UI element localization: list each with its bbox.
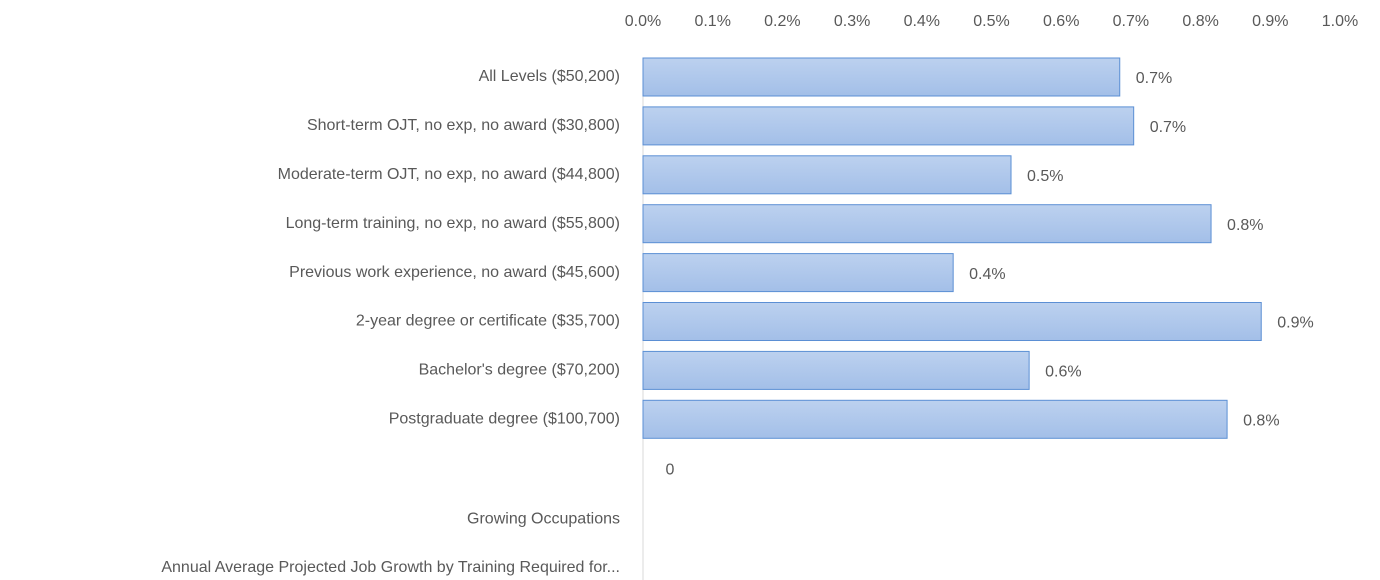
- y-tick-label: All Levels ($50,200): [479, 68, 620, 85]
- annotation: 0: [666, 461, 675, 478]
- data-label: 0.8%: [1227, 217, 1263, 234]
- x-tick-label: 0.5%: [973, 13, 1009, 30]
- y-tick-label: Moderate-term OJT, no exp, no award ($44…: [278, 166, 620, 183]
- bar: [642, 204, 1212, 244]
- bar: [642, 106, 1135, 146]
- data-label: 0.7%: [1136, 70, 1172, 87]
- x-tick-label: 1.0%: [1322, 13, 1358, 30]
- y-tick-label: Short-term OJT, no exp, no award ($30,80…: [307, 117, 620, 134]
- y-tick-label: 2-year degree or certificate ($35,700): [356, 313, 620, 330]
- x-tick-label: 0.9%: [1252, 13, 1288, 30]
- bar: [642, 57, 1121, 97]
- annotation: Growing Occupations: [467, 510, 620, 527]
- bar: [642, 155, 1012, 195]
- x-tick-label: 0.3%: [834, 13, 870, 30]
- x-tick-label: 0.2%: [764, 13, 800, 30]
- bar: [642, 399, 1228, 439]
- data-label: 0.8%: [1243, 413, 1279, 430]
- data-label: 0.9%: [1277, 315, 1313, 332]
- x-tick-label: 0.7%: [1113, 13, 1149, 30]
- data-label: 0.4%: [969, 266, 1005, 283]
- y-tick-label: Postgraduate degree ($100,700): [389, 411, 620, 428]
- x-tick-label: 0.6%: [1043, 13, 1079, 30]
- y-tick-label: Bachelor's degree ($70,200): [419, 362, 620, 379]
- x-tick-label: 0.4%: [904, 13, 940, 30]
- annotation: Annual Average Projected Job Growth by T…: [161, 559, 620, 576]
- data-label: 0.6%: [1045, 364, 1081, 381]
- bar: [642, 350, 1030, 390]
- y-tick-label: Long-term training, no exp, no award ($5…: [286, 215, 620, 232]
- x-tick-label: 0.0%: [625, 13, 661, 30]
- x-tick-label: 0.1%: [694, 13, 730, 30]
- x-tick-label: 0.8%: [1182, 13, 1218, 30]
- bar: [642, 253, 954, 293]
- y-tick-label: Previous work experience, no award ($45,…: [289, 264, 620, 281]
- data-label: 0.7%: [1150, 119, 1186, 136]
- bar: [642, 302, 1262, 341]
- data-label: 0.5%: [1027, 168, 1063, 185]
